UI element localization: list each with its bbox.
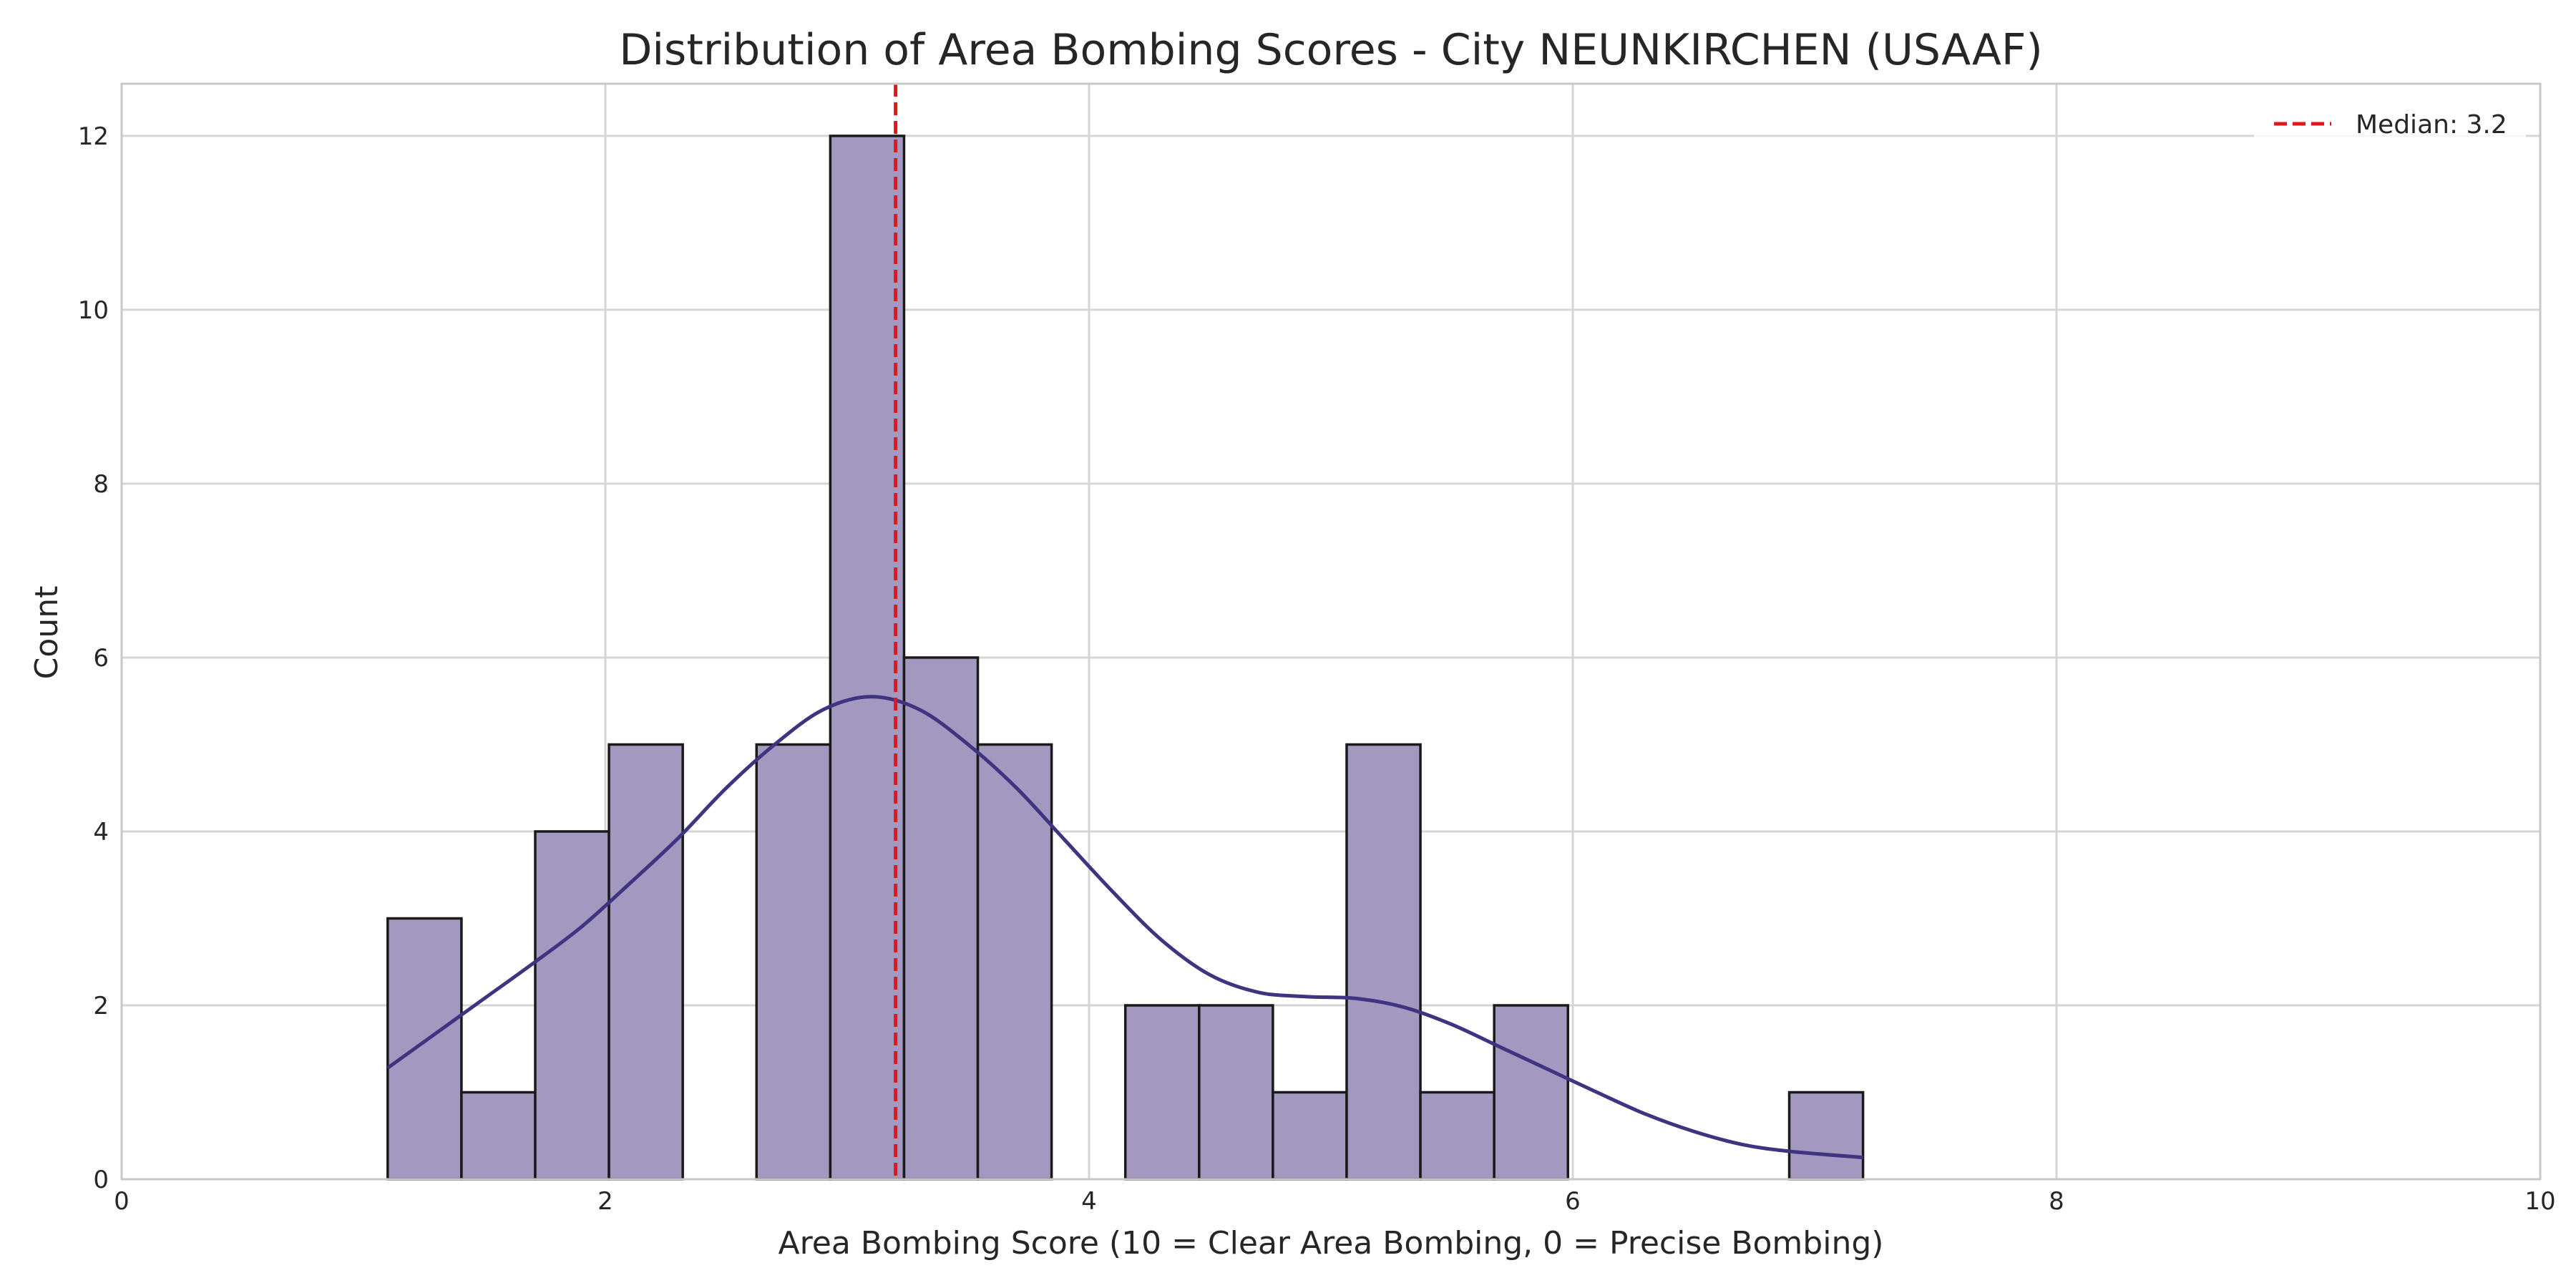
histogram-bar — [829, 135, 906, 1181]
chart-title: Distribution of Area Bombing Scores - Ci… — [619, 25, 2043, 75]
x-tick-label: 4 — [1081, 1187, 1097, 1216]
kde-curve — [386, 695, 1863, 1160]
histogram-bar — [1345, 743, 1422, 1181]
x-tick-label: 2 — [597, 1187, 613, 1216]
histogram-bar — [1419, 1091, 1496, 1181]
y-tick-label: 4 — [93, 818, 109, 847]
histogram-bar — [386, 917, 463, 1181]
legend-median-label: Median: 3.2 — [2356, 110, 2507, 140]
x-tick-label: 6 — [1565, 1187, 1581, 1216]
y-tick-label: 0 — [93, 1166, 109, 1194]
plot-frame — [120, 82, 2542, 1181]
y-tick-label: 2 — [93, 992, 109, 1020]
histogram-bar — [460, 1091, 537, 1181]
x-tick-label: 0 — [114, 1187, 130, 1216]
histogram-bar — [534, 830, 610, 1181]
histogram-bar — [1123, 1004, 1201, 1181]
histogram-bar — [1198, 1004, 1274, 1181]
tick-labels: 0 2 4 6 8 10 0 2 4 6 8 10 12 — [78, 122, 2556, 1216]
histogram-bar — [755, 743, 832, 1181]
legend: Median: 3.2 — [2254, 100, 2526, 147]
kde-curve-layer — [386, 695, 1863, 1160]
histogram-bar — [1493, 1004, 1569, 1181]
histogram-bar — [1272, 1091, 1348, 1181]
histogram-bar — [902, 656, 980, 1181]
x-tick-label: 10 — [2524, 1187, 2555, 1216]
y-tick-label: 6 — [93, 644, 109, 673]
y-axis-label: Count — [29, 586, 65, 680]
y-tick-label: 10 — [78, 296, 109, 325]
x-tick-label: 8 — [2049, 1187, 2064, 1216]
y-tick-label: 8 — [93, 470, 109, 499]
plot-spines — [120, 82, 2542, 1181]
histogram-bars — [386, 135, 1865, 1181]
histogram-bar — [608, 743, 684, 1181]
histogram-bar — [976, 743, 1053, 1181]
x-axis-label: Area Bombing Score (10 = Clear Area Bomb… — [779, 1225, 1884, 1262]
histogram-bar — [1787, 1091, 1865, 1181]
y-tick-label: 12 — [78, 122, 109, 151]
